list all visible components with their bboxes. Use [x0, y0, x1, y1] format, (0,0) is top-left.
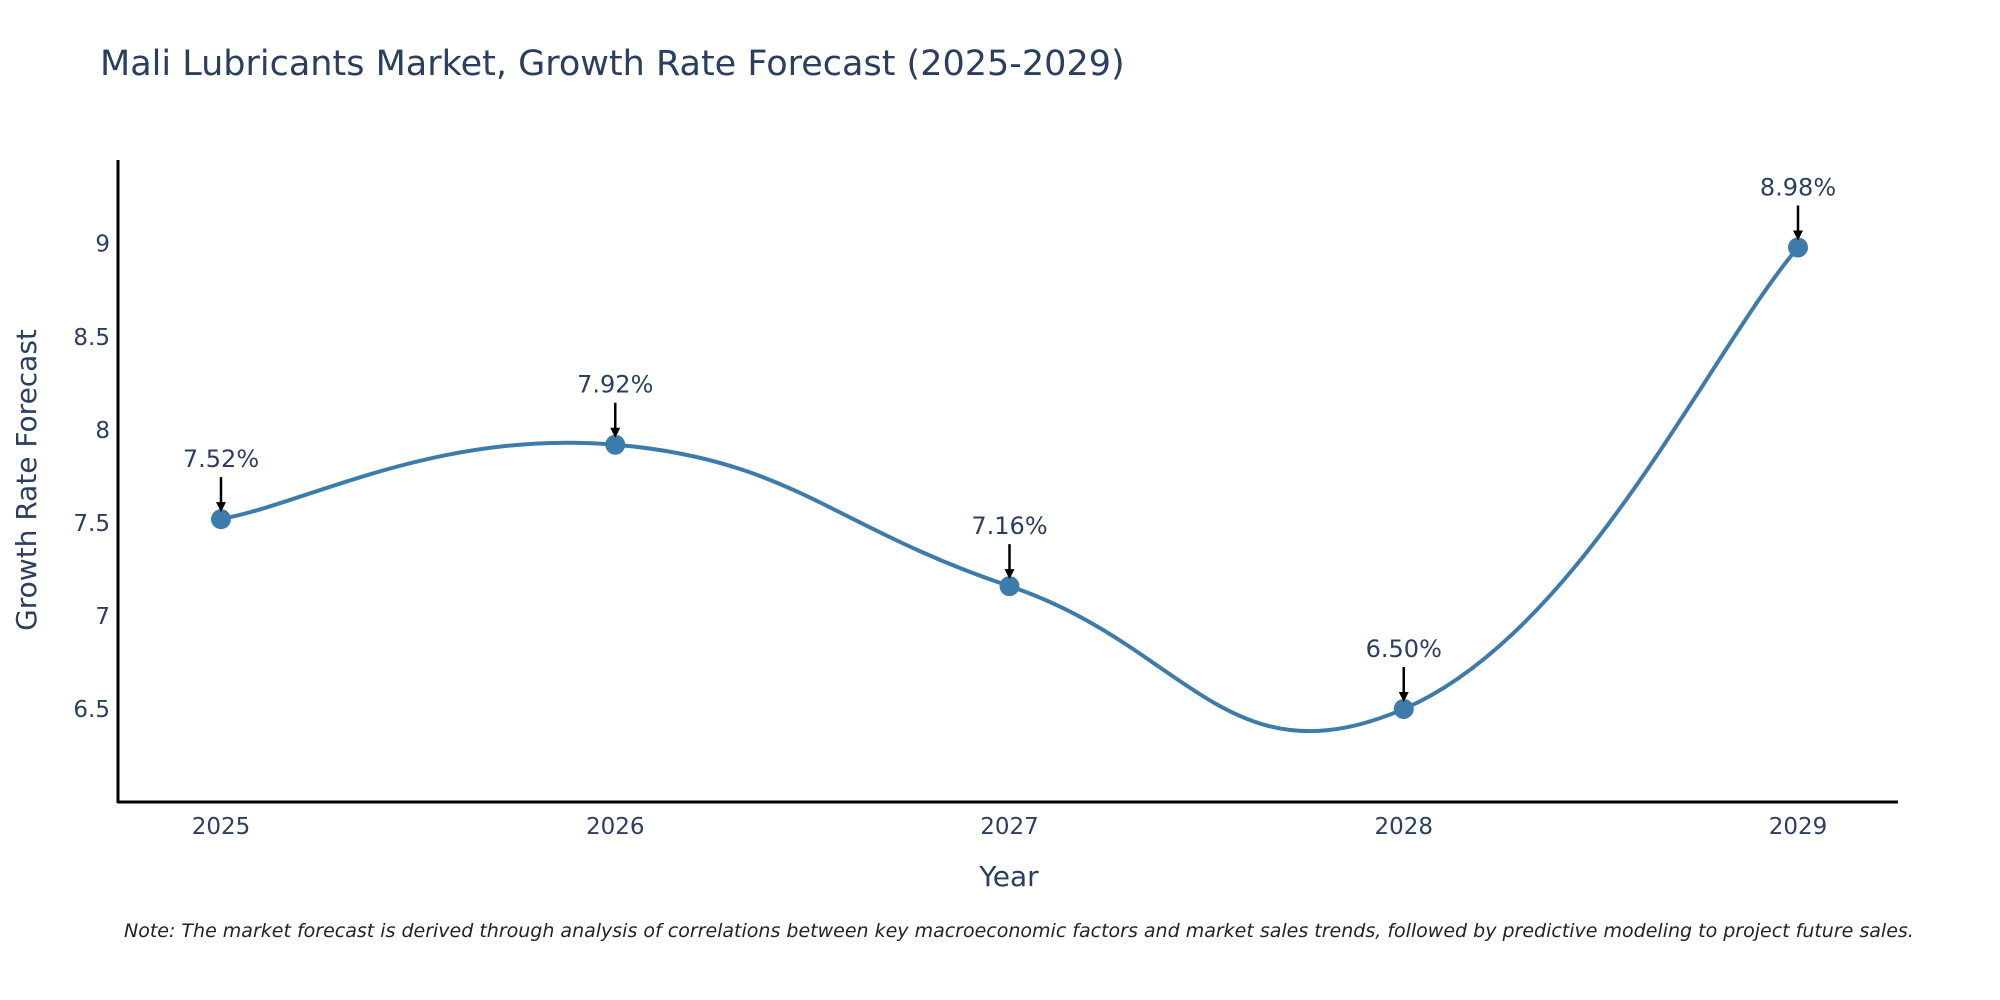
data-label: 8.98% — [1760, 173, 1836, 201]
data-label: 7.52% — [183, 445, 259, 473]
y-tick-label: 7 — [95, 604, 110, 630]
data-label: 6.50% — [1366, 635, 1442, 663]
data-point[interactable] — [1788, 237, 1808, 258]
y-tick-label: 7.5 — [73, 511, 110, 537]
y-tick-label: 8.5 — [73, 325, 110, 351]
data-point[interactable] — [999, 576, 1020, 597]
y-axis-title: Growth Rate Forecast — [10, 329, 43, 631]
x-tick-label: 2028 — [1374, 814, 1433, 840]
x-tick-label: 2025 — [192, 814, 251, 840]
data-label: 7.16% — [971, 512, 1047, 540]
chart-note: Note: The market forecast is derived thr… — [124, 920, 1914, 942]
x-tick-label: 2029 — [1769, 814, 1828, 840]
y-tick-label: 9 — [95, 232, 110, 258]
data-point[interactable] — [211, 509, 231, 530]
x-tick-label: 2027 — [980, 814, 1039, 840]
data-point[interactable] — [605, 434, 626, 455]
series-line — [220, 246, 1800, 734]
x-axis-title: Year — [978, 860, 1039, 893]
x-tick-label: 2026 — [586, 814, 645, 840]
y-tick-label: 8 — [95, 418, 110, 444]
chart-title: Mali Lubricants Market, Growth Rate Fore… — [100, 44, 1125, 84]
data-point[interactable] — [1393, 698, 1414, 719]
data-label: 7.92% — [577, 371, 653, 399]
y-tick-label: 6.5 — [73, 697, 110, 723]
